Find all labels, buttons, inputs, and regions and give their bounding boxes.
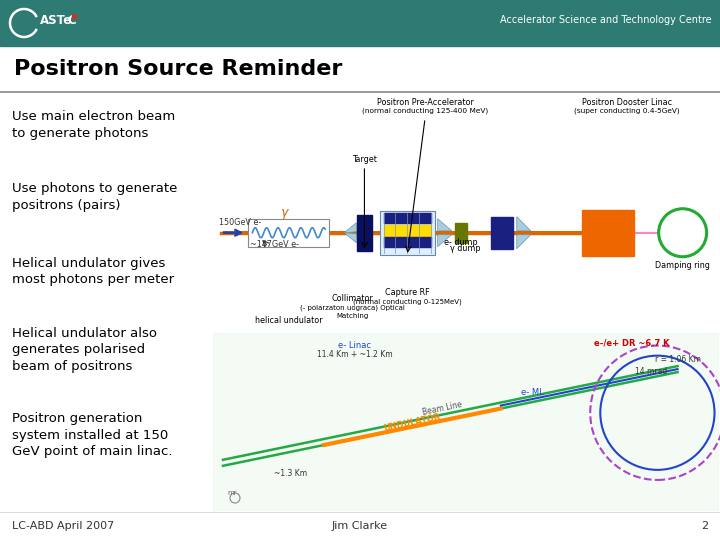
Text: Use main electron beam
to generate photons: Use main electron beam to generate photo… <box>12 110 175 139</box>
Text: (- polarzaton uograca) Optical: (- polarzaton uograca) Optical <box>300 305 405 311</box>
Text: (super conducting 0.4-5GeV): (super conducting 0.4-5GeV) <box>575 108 680 114</box>
Bar <box>379 211 435 255</box>
Text: mr: mr <box>227 490 237 496</box>
Text: Jim Clarke: Jim Clarke <box>332 521 388 531</box>
Bar <box>357 215 372 251</box>
Text: ~147GeV e-: ~147GeV e- <box>251 240 300 249</box>
Bar <box>384 237 431 247</box>
Text: 14 mrad: 14 mrad <box>634 367 667 376</box>
Text: e-/e+ DR ~6.7 K: e-/e+ DR ~6.7 K <box>595 338 670 347</box>
Bar <box>0 0 720 46</box>
Polygon shape <box>438 235 451 247</box>
Text: UNDULATOR: UNDULATOR <box>383 412 442 433</box>
Bar <box>213 333 718 510</box>
Bar <box>491 217 513 249</box>
Text: Damping ring: Damping ring <box>655 261 710 270</box>
Text: Helical undulator also
generates polarised
beam of positrons: Helical undulator also generates polaris… <box>12 327 157 373</box>
Text: Use photons to generate
positrons (pairs): Use photons to generate positrons (pairs… <box>12 182 177 212</box>
Text: Accelerator Science and Technology Centre: Accelerator Science and Technology Centr… <box>500 15 712 25</box>
Text: Positron Dooster Linac: Positron Dooster Linac <box>582 98 672 107</box>
Text: Positron generation
system installed at 150
GeV point of main linac.: Positron generation system installed at … <box>12 412 173 458</box>
Text: Matching: Matching <box>336 313 369 319</box>
Text: LC-ABD April 2007: LC-ABD April 2007 <box>12 521 114 531</box>
Bar <box>384 213 431 222</box>
Polygon shape <box>517 235 531 249</box>
Polygon shape <box>438 219 451 231</box>
Text: Positron Pre-Accelerator: Positron Pre-Accelerator <box>377 98 474 107</box>
Text: ~1.3 Km: ~1.3 Km <box>274 469 307 478</box>
Text: Positron Source Reminder: Positron Source Reminder <box>14 59 343 79</box>
Bar <box>582 210 634 256</box>
Text: (normal conducting 125-400 MeV): (normal conducting 125-400 MeV) <box>362 108 488 114</box>
Text: γ dump: γ dump <box>450 244 481 253</box>
Text: helical undulator: helical undulator <box>255 316 323 325</box>
Text: C: C <box>67 14 76 26</box>
Polygon shape <box>344 233 356 243</box>
Text: 2: 2 <box>701 521 708 531</box>
Text: r = 1.06 Km: r = 1.06 Km <box>654 355 701 364</box>
Bar <box>454 222 467 243</box>
Text: Beam Line: Beam Line <box>422 400 463 417</box>
Text: 150GeV e-: 150GeV e- <box>219 218 261 227</box>
Polygon shape <box>344 222 356 233</box>
Text: ASTe: ASTe <box>40 14 72 26</box>
Text: e- ML: e- ML <box>521 388 544 396</box>
Text: e- Linac: e- Linac <box>338 341 371 350</box>
Text: Target: Target <box>352 155 377 164</box>
Text: e- dump: e- dump <box>444 238 477 247</box>
Text: 11.4 Km + ~1.2 Km: 11.4 Km + ~1.2 Km <box>317 350 392 359</box>
Bar <box>384 225 431 241</box>
Text: Helical undulator gives
most photons per meter: Helical undulator gives most photons per… <box>12 257 174 287</box>
Text: Capture RF: Capture RF <box>384 288 429 297</box>
Bar <box>213 94 718 510</box>
Bar <box>248 219 329 247</box>
Text: (normal conducting 0-125MeV): (normal conducting 0-125MeV) <box>353 299 462 305</box>
Text: γ: γ <box>280 206 287 219</box>
Polygon shape <box>517 217 531 231</box>
Text: Collimator: Collimator <box>331 294 373 303</box>
